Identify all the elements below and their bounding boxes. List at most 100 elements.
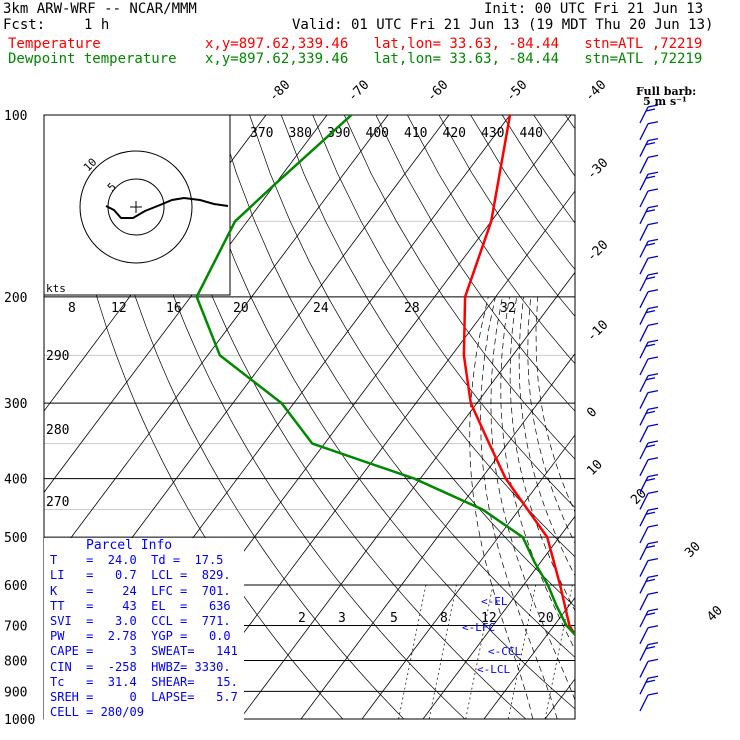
wind-barb xyxy=(639,658,659,678)
ccl-marker: <-CCL xyxy=(488,645,522,658)
wind-barb xyxy=(639,221,659,241)
isotherm-line xyxy=(300,352,575,719)
valid-time: Valid: 01 UTC Fri 21 Jun 13 (19 MDT Thu … xyxy=(292,17,714,33)
isotherm-top-label: -50 xyxy=(503,78,530,105)
dry-adiabat-line xyxy=(249,115,575,608)
pressure-tick-label: 500 xyxy=(4,531,27,546)
wind-barb xyxy=(639,507,659,527)
theta-label: 410 xyxy=(404,126,427,141)
wind-barb xyxy=(639,641,659,661)
pressure-tick-label: 300 xyxy=(4,397,27,412)
lfc-marker: <-LFC xyxy=(462,621,496,634)
dry-adiabat-line xyxy=(122,115,466,719)
dry-adiabat-line xyxy=(217,115,575,658)
wind-barb xyxy=(639,473,659,493)
dewpoint-station-info: x,y=897.62,339.46 lat,lon= 33.63, -84.44… xyxy=(205,51,703,67)
wind-barb xyxy=(639,305,659,325)
parcel-info-row: TT = 43 EL = 636 xyxy=(50,598,231,613)
wind-barb xyxy=(639,541,659,561)
parcel-info-row: PW = 2.78 YGP = 0.0 xyxy=(50,629,231,644)
mixing-ratio-label: 28 xyxy=(404,301,420,316)
mixing-ratio-label: 16 xyxy=(166,301,182,316)
wind-barb xyxy=(639,289,659,309)
wind-barb xyxy=(639,591,659,611)
dry-adiabat-line xyxy=(407,115,575,365)
pressure-tick-label: 800 xyxy=(4,654,27,669)
wind-barb xyxy=(639,339,659,359)
temperature-station-info: x,y=897.62,339.46 lat,lon= 33.63, -84.44… xyxy=(205,36,703,52)
wind-barb xyxy=(639,137,659,157)
dry-adiabat-line xyxy=(186,115,575,710)
mixing-ratio-label: 8 xyxy=(440,611,448,626)
wind-barb xyxy=(639,389,659,409)
theta-label: 400 xyxy=(366,126,389,141)
barb-legend-title: Full barb: xyxy=(636,85,697,98)
wind-barb xyxy=(639,423,659,443)
theta-label: 440 xyxy=(520,126,543,141)
dry-adiabat-line xyxy=(597,115,740,719)
parcel-info-row: SVI = 3.0 CCL = 771. xyxy=(50,614,231,629)
theta-left-label: 280 xyxy=(46,423,69,438)
hodograph-frame xyxy=(43,114,231,296)
wind-barb xyxy=(639,457,659,477)
theta-label: 390 xyxy=(327,126,350,141)
mixing-ratio-label: 2 xyxy=(298,611,306,626)
mixing-ratio-label: 12 xyxy=(111,301,127,316)
mixing-ratio-label: 20 xyxy=(538,611,554,626)
moist-adiabat-line xyxy=(527,296,575,545)
parcel-info-row: T = 24.0 Td = 17.5 xyxy=(50,553,224,568)
wind-barb xyxy=(639,272,659,292)
wind-barb xyxy=(639,171,659,191)
model-title: 3km ARW-WRF -- NCAR/MMM xyxy=(3,1,197,17)
moist-adiabat-line xyxy=(518,296,575,577)
temperature-profile xyxy=(462,115,575,638)
isotherm-line xyxy=(667,56,740,719)
wind-barb xyxy=(639,574,659,594)
wind-barb xyxy=(639,255,659,275)
parcel-info-row: CELL = 280/09 xyxy=(50,705,144,720)
parcel-info-row: Tc = 31.4 SHEAR= 15. xyxy=(50,674,238,689)
mixing-ratio-label: 3 xyxy=(338,611,346,626)
wind-barb xyxy=(639,557,659,577)
hodograph-trace xyxy=(105,196,229,219)
dry-adiabat-line xyxy=(154,115,527,719)
dry-adiabat-line xyxy=(91,115,405,719)
wind-barb xyxy=(639,608,659,628)
dry-adiabat-line xyxy=(660,115,740,719)
wind-barb xyxy=(639,356,659,376)
dewpoint-profile xyxy=(195,115,575,637)
wind-barb xyxy=(639,238,659,258)
dry-adiabat-line xyxy=(470,115,575,270)
theta-label: 420 xyxy=(443,126,466,141)
isotherm-top-label: -40 xyxy=(582,78,609,105)
pressure-tick-label: 100 xyxy=(4,109,27,124)
isotherm-right-label: 10 xyxy=(584,457,606,479)
wind-barb xyxy=(639,373,659,393)
pressure-tick-label: 1000 xyxy=(4,713,35,728)
forecast-hour: 1 h xyxy=(84,17,110,33)
chart-series xyxy=(195,115,575,638)
theta-left-label: 270 xyxy=(46,495,69,510)
isotherm-line xyxy=(483,596,575,719)
wind-barb xyxy=(639,692,659,712)
mixing-ratio-label: 5 xyxy=(390,611,398,626)
parcel-info-row: CAPE = 3 SWEAT= 141 xyxy=(50,644,238,659)
parcel-info-row: K = 24 LFC = 701. xyxy=(50,583,231,598)
mixing-ratio-label: 12 xyxy=(481,611,497,626)
el-marker: <-EL xyxy=(481,595,508,608)
isotherm-right-label: 0 xyxy=(584,405,600,421)
isotherm-line xyxy=(44,115,328,494)
parcel-info-title: Parcel Info xyxy=(86,538,173,553)
dry-adiabat-line xyxy=(629,115,740,719)
isotherm-line xyxy=(239,271,575,719)
dry-adiabat-line xyxy=(692,115,740,719)
isotherm-top-label: -70 xyxy=(345,78,372,105)
dry-adiabat-line xyxy=(280,115,575,558)
pressure-tick-label: 400 xyxy=(4,473,27,488)
wind-barb xyxy=(639,406,659,426)
wind-barb xyxy=(639,625,659,645)
lcl-marker: <-LCL xyxy=(477,663,511,676)
forecast-label: Fcst: xyxy=(3,17,46,33)
wind-barb xyxy=(639,524,659,544)
wind-barb xyxy=(639,121,659,141)
